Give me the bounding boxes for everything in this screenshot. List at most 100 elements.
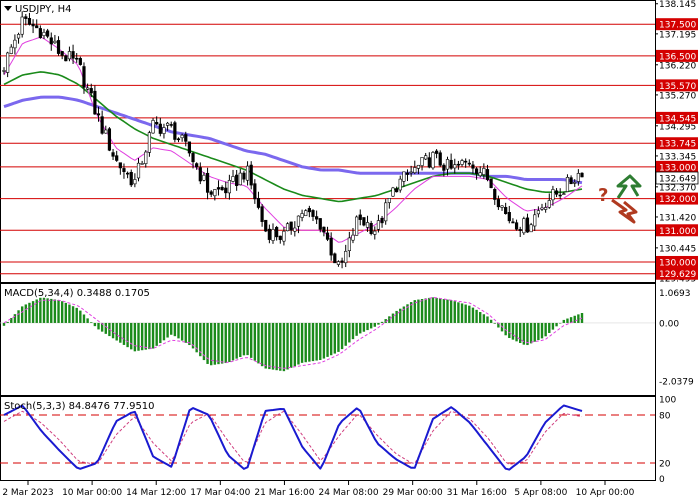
level-label-box — [656, 255, 698, 268]
candle-body — [235, 174, 239, 186]
macd-bar — [569, 317, 573, 323]
macd-bar — [228, 322, 231, 362]
macd-bar — [449, 300, 453, 323]
macd-bar — [402, 306, 406, 323]
macd-bar — [20, 306, 24, 323]
macd-bar — [515, 322, 518, 342]
candle-body — [565, 177, 570, 192]
macd-bar — [322, 322, 326, 359]
candle-body — [264, 219, 268, 232]
macd-bar — [82, 314, 86, 323]
candle-body — [89, 88, 93, 94]
macd-bar — [351, 322, 355, 340]
price-tick-label: 135.270 — [659, 91, 696, 101]
macd-bar — [511, 322, 515, 340]
symbol-dropdown-icon[interactable] — [4, 6, 12, 11]
stochastic-lines — [0, 404, 655, 471]
candle-body — [376, 220, 381, 230]
candle-body — [325, 232, 330, 240]
macd-bar — [395, 310, 398, 323]
macd-bar — [489, 319, 493, 323]
candle-body — [13, 39, 17, 49]
candle-body — [351, 234, 355, 241]
stoch-signal-line — [3, 410, 583, 465]
macd-bar — [28, 302, 31, 323]
macd-bar — [282, 322, 286, 372]
macd-bar — [540, 322, 544, 339]
candle-body — [304, 210, 308, 217]
macd-bar — [64, 302, 67, 323]
candle-body — [507, 212, 511, 222]
macd-bar — [337, 322, 340, 352]
candle-body — [442, 164, 446, 171]
level-label: 129.629 — [659, 270, 696, 280]
macd-bar — [24, 304, 28, 323]
moving-averages — [3, 36, 583, 243]
candle-body — [311, 210, 315, 217]
macd-bar — [304, 322, 307, 363]
candle-body — [6, 52, 10, 73]
candle-body — [169, 124, 173, 126]
macd-bar — [90, 322, 93, 323]
candle-body — [49, 37, 53, 45]
candle-body — [216, 187, 221, 190]
macd-bar — [555, 322, 558, 327]
price-tick-label: 137.195 — [659, 30, 696, 40]
candle-body — [380, 217, 384, 224]
candle-body — [362, 217, 366, 226]
macd-bar — [111, 322, 115, 339]
candle-body — [358, 214, 362, 220]
macd-bar — [260, 322, 264, 367]
candle-body — [111, 152, 115, 157]
candle-body — [56, 40, 61, 54]
time-tick-label: 10 Mar 00:00 — [62, 488, 122, 498]
macd-panel-title: MACD(5,34,4) 0.3488 0.1705 — [4, 288, 150, 299]
macd-bar — [388, 316, 391, 323]
candle-body — [64, 55, 68, 62]
candle-body — [464, 160, 468, 163]
macd-bar — [479, 312, 482, 323]
candle-body — [155, 122, 159, 125]
macd-bar — [100, 322, 104, 332]
candle-body — [413, 167, 417, 174]
candle-body — [529, 224, 533, 233]
macd-bar — [544, 322, 547, 337]
candle-body — [336, 261, 341, 265]
candle-body — [525, 217, 530, 233]
candle-body — [144, 151, 148, 164]
macd-bar — [439, 298, 442, 323]
macd-bar — [344, 322, 347, 346]
macd-bar — [246, 322, 249, 356]
macd-bar — [115, 322, 118, 341]
macd-bar — [93, 322, 97, 327]
time-tick-label: 5 Apr 08:00 — [514, 488, 567, 498]
macd-tick-label: 0.00 — [659, 319, 679, 329]
candle-body — [344, 250, 348, 264]
macd-bar — [409, 302, 413, 323]
candle-body — [395, 188, 399, 193]
candle-body — [445, 159, 450, 170]
candle-body — [118, 162, 122, 169]
candle-body — [496, 199, 500, 208]
candle-body — [533, 214, 537, 227]
time-tick-label: 21 Mar 16:00 — [254, 488, 314, 498]
candle-body — [140, 163, 144, 165]
macd-bar — [133, 322, 137, 352]
macd-bar — [17, 310, 20, 323]
macd-tick-label: 1.0693 — [659, 289, 691, 299]
macd-bar — [50, 298, 53, 323]
level-label-box — [656, 192, 698, 205]
macd-bar — [79, 310, 82, 323]
candle-body — [180, 134, 184, 139]
candle-body — [405, 172, 410, 175]
macd-bar — [329, 322, 333, 356]
price-tick-label: 132.370 — [659, 183, 696, 193]
macd-bar — [151, 322, 155, 349]
macd-bar — [195, 322, 198, 353]
level-label: 135.570 — [659, 82, 696, 92]
macd-bar — [508, 322, 511, 339]
macd-bar — [242, 322, 246, 356]
candle-body — [289, 221, 293, 231]
candle-body — [369, 223, 373, 234]
macd-bar — [177, 322, 180, 339]
